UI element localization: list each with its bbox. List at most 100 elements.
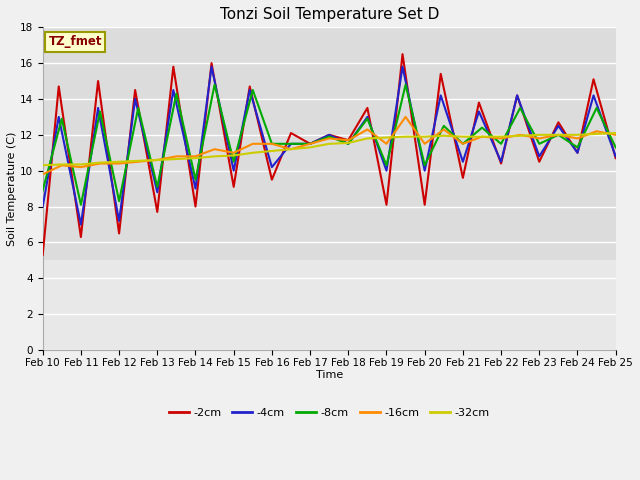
-4cm	[383, 168, 390, 174]
-32cm	[325, 141, 333, 147]
-4cm	[268, 164, 276, 170]
Line: -8cm: -8cm	[43, 84, 616, 205]
-2cm	[325, 132, 333, 138]
-4cm	[344, 141, 352, 147]
-2cm	[131, 87, 139, 93]
-2cm	[536, 159, 543, 165]
-8cm	[191, 177, 199, 182]
Title: Tonzi Soil Temperature Set D: Tonzi Soil Temperature Set D	[220, 7, 439, 22]
-16cm	[612, 132, 620, 138]
-2cm	[475, 100, 483, 106]
-32cm	[77, 162, 84, 168]
-32cm	[497, 134, 505, 140]
-8cm	[134, 105, 142, 111]
-32cm	[287, 146, 295, 152]
-2cm	[170, 64, 177, 70]
-8cm	[307, 141, 314, 147]
-8cm	[58, 116, 66, 121]
-16cm	[58, 162, 66, 168]
Legend: -2cm, -4cm, -8cm, -16cm, -32cm: -2cm, -4cm, -8cm, -16cm, -32cm	[164, 404, 494, 423]
-8cm	[287, 141, 295, 147]
-2cm	[573, 150, 581, 156]
-4cm	[39, 204, 47, 209]
-8cm	[230, 159, 237, 165]
Line: -16cm: -16cm	[43, 117, 616, 174]
-4cm	[115, 218, 123, 224]
-8cm	[173, 91, 180, 96]
-2cm	[383, 202, 390, 208]
-2cm	[154, 209, 161, 215]
-8cm	[115, 198, 123, 204]
-32cm	[96, 160, 104, 166]
-8cm	[402, 82, 410, 87]
-16cm	[593, 128, 600, 134]
Bar	[43, 260, 616, 350]
-32cm	[573, 132, 581, 138]
-16cm	[268, 141, 276, 147]
-2cm	[612, 155, 620, 161]
-8cm	[77, 202, 84, 208]
-16cm	[325, 135, 333, 141]
-16cm	[249, 141, 257, 147]
-16cm	[402, 114, 410, 120]
-16cm	[440, 127, 447, 132]
-16cm	[421, 141, 429, 147]
-32cm	[249, 150, 257, 156]
-32cm	[440, 133, 447, 139]
-16cm	[77, 164, 84, 170]
-2cm	[399, 51, 406, 57]
-2cm	[513, 93, 521, 98]
-2cm	[77, 234, 84, 240]
-4cm	[459, 159, 467, 165]
-32cm	[478, 134, 486, 140]
-8cm	[383, 162, 390, 168]
-4cm	[513, 93, 521, 98]
-8cm	[478, 125, 486, 131]
-4cm	[325, 132, 333, 138]
-32cm	[402, 134, 410, 140]
-4cm	[230, 168, 237, 174]
-32cm	[421, 134, 429, 140]
-32cm	[58, 162, 66, 168]
-32cm	[154, 157, 161, 163]
-32cm	[516, 133, 524, 139]
-16cm	[96, 161, 104, 167]
-16cm	[307, 141, 314, 147]
-8cm	[154, 184, 161, 190]
Line: -32cm: -32cm	[43, 133, 616, 165]
-2cm	[421, 202, 429, 208]
-32cm	[459, 134, 467, 140]
-16cm	[134, 159, 142, 165]
-4cm	[154, 189, 161, 195]
-32cm	[211, 154, 218, 159]
-4cm	[170, 87, 177, 93]
-32cm	[39, 162, 47, 168]
-2cm	[191, 204, 199, 209]
-8cm	[268, 141, 276, 147]
-4cm	[55, 114, 63, 120]
-32cm	[173, 156, 180, 162]
-32cm	[536, 132, 543, 138]
-8cm	[421, 162, 429, 168]
-2cm	[364, 105, 371, 111]
-4cm	[612, 154, 620, 159]
-4cm	[497, 159, 505, 165]
-16cm	[573, 135, 581, 141]
-16cm	[497, 135, 505, 141]
Text: TZ_fmet: TZ_fmet	[49, 36, 102, 48]
-4cm	[94, 105, 102, 111]
-4cm	[287, 141, 295, 147]
-32cm	[593, 131, 600, 137]
-8cm	[364, 116, 371, 121]
-8cm	[39, 188, 47, 193]
-32cm	[344, 140, 352, 146]
-8cm	[211, 82, 218, 87]
-4cm	[475, 108, 483, 114]
-2cm	[437, 71, 445, 77]
-32cm	[307, 144, 314, 150]
-2cm	[246, 84, 253, 89]
-8cm	[516, 105, 524, 111]
-8cm	[554, 132, 562, 138]
-32cm	[191, 155, 199, 161]
-16cm	[459, 141, 467, 147]
